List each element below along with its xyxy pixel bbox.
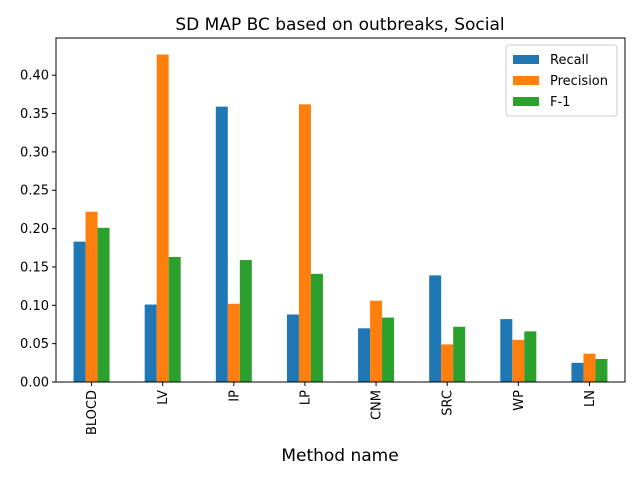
legend-swatch [513,97,539,106]
y-tick-label: 0.40 [20,69,49,84]
chart-title: SD MAP BC based on outbreaks, Social [175,15,504,35]
y-tick-label: 0.30 [20,145,49,160]
y-axis: 0.00 0.05 0.10 0.15 0.20 0.25 0.30 0.35 0.40 [20,69,56,391]
bar-recall-ln [571,362,584,382]
y-tick-label: 0.00 [20,376,49,391]
x-tick-label: BLOCD [85,390,100,435]
bar-f-1-src [453,326,466,382]
bar-f-1-lp [310,273,323,382]
bar-f-1-lv [168,256,181,382]
y-tick-label: 0.25 [20,184,49,199]
bar-recall-blocd [73,241,86,382]
bar-f-1-ip [239,260,252,382]
x-tick-label: IP [227,390,242,402]
x-tick-label: SRC [441,390,456,416]
bar-precision-ln [583,353,596,382]
y-tick-label: 0.35 [20,107,49,122]
bar-f-1-ln [595,358,608,382]
x-tick-label: LN [583,390,598,407]
bar-precision-lp [298,104,311,383]
bar-precision-cnm [370,300,383,382]
legend-label: F-1 [550,95,570,110]
bar-f-1-cnm [382,317,395,382]
y-tick-label: 0.20 [20,222,49,237]
plot-frame [55,37,626,383]
x-axis: BLOCD LV IP LP CNM SRC WP LN [85,382,598,435]
bar-recall-cnm [358,328,371,382]
bar-f-1-wp [524,331,537,382]
bar-recall-ip [215,106,228,382]
bars [73,54,608,383]
y-tick-label: 0.05 [20,337,49,352]
bar-f-1-blocd [97,227,110,382]
bar-precision-wp [512,339,525,382]
bar-precision-blocd [85,211,98,382]
y-tick-label: 0.15 [20,260,49,275]
legend: Recall Precision F-1 [505,44,618,117]
legend-swatch [513,55,539,64]
y-tick-label: 0.10 [20,299,49,314]
bar-precision-src [441,344,454,382]
x-tick-label: CNM [370,390,385,420]
legend-label: Recall [550,53,589,68]
bar-recall-lv [144,304,157,382]
bar-recall-lp [286,314,299,382]
x-tick-label: LV [156,390,171,405]
bar-recall-wp [500,319,513,382]
x-axis-label: Method name [281,446,398,466]
bar-precision-ip [227,303,240,382]
bar-recall-src [429,275,442,382]
legend-label: Precision [550,74,608,89]
x-tick-label: LP [298,390,313,405]
x-tick-label: WP [512,390,527,411]
bar-precision-lv [156,54,169,382]
legend-swatch [513,76,539,85]
